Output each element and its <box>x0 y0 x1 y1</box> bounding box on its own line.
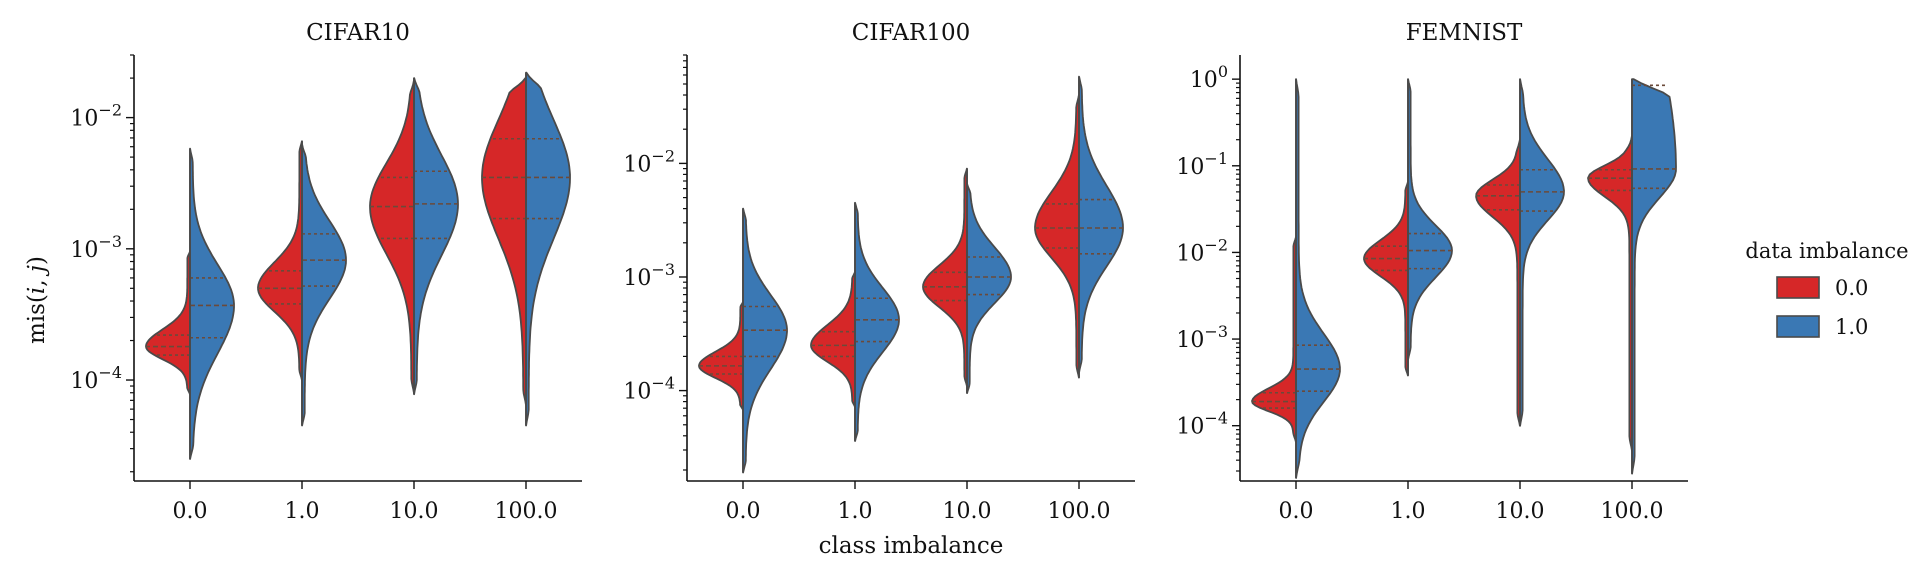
violin-half-1.0-10.0 <box>413 77 459 396</box>
y-tick-label: 10−3 <box>623 260 675 291</box>
x-tick-label: 100.0 <box>1601 499 1664 524</box>
violin-half-0.0-10.0 <box>922 167 968 387</box>
violin-half-1.0-100.0 <box>1631 78 1677 475</box>
violin-half-1.0-1.0 <box>854 201 900 442</box>
x-tick-label: 0.0 <box>726 499 761 524</box>
legend-swatch-0 <box>1776 276 1820 299</box>
x-tick-label: 1.0 <box>1391 499 1426 524</box>
y-tick-label: 10−4 <box>1176 409 1228 440</box>
panel-title: CIFAR10 <box>306 20 410 46</box>
panel-femnist: FEMNIST 10−4 10−3 10−2 10−1 100 0.0 1.0 10.0 100.… <box>1176 20 1688 524</box>
panel-title: FEMNIST <box>1406 20 1523 46</box>
violin-half-0.0-100.0 <box>481 77 527 406</box>
violin-half-1.0-0.0 <box>1295 78 1341 479</box>
x-tick-label: 1.0 <box>285 499 320 524</box>
violin-half-0.0-1.0 <box>257 140 303 381</box>
y-tick-label: 10−2 <box>623 146 675 177</box>
violin-half-0.0-0.0 <box>698 301 744 411</box>
y-tick-label: 10−3 <box>1176 322 1228 353</box>
legend-swatch-1 <box>1776 315 1820 338</box>
violin-half-1.0-100.0 <box>525 71 571 427</box>
violin-half-0.0-100.0 <box>1587 135 1633 452</box>
panel-cifar100: CIFAR100 10−4 10−3 10−2 0.0 1.0 10.0 100.0 <box>623 20 1135 524</box>
x-tick-label: 0.0 <box>173 499 208 524</box>
violin-half-0.0-1.0 <box>1363 181 1409 377</box>
y-tick-label: 100 <box>1190 62 1228 93</box>
x-tick-label: 10.0 <box>1496 499 1545 524</box>
y-tick-label: 10−3 <box>70 232 122 263</box>
violin-half-1.0-1.0 <box>1407 78 1453 361</box>
x-tick-label: 1.0 <box>838 499 873 524</box>
legend-title: data imbalance <box>1745 239 1908 263</box>
x-tick-label: 0.0 <box>1279 499 1314 524</box>
legend: data imbalance 0.0 1.0 <box>1745 239 1908 339</box>
y-tick-label: 10−2 <box>70 101 122 132</box>
x-tick-label: 10.0 <box>943 499 992 524</box>
violin-half-1.0-0.0 <box>742 207 788 474</box>
violin-half-1.0-10.0 <box>966 182 1012 395</box>
y-tick-label: 10−2 <box>1176 235 1228 266</box>
y-tick-label: 10−4 <box>70 363 122 394</box>
panel-cifar10: CIFAR10 10−4 10−3 10−2 0.0 1.0 10.0 100.0 <box>70 20 582 524</box>
violin-half-1.0-10.0 <box>1519 78 1565 427</box>
y-axis-label: mis(i, j) <box>24 256 50 344</box>
violin-half-0.0-10.0 <box>1475 138 1521 427</box>
y-tick-label: 10−1 <box>1176 149 1228 180</box>
panel-title: CIFAR100 <box>852 20 970 46</box>
legend-label-0: 0.0 <box>1835 276 1868 300</box>
violin-half-1.0-1.0 <box>301 143 347 427</box>
x-tick-label: 100.0 <box>1048 499 1111 524</box>
violin-half-0.0-1.0 <box>810 271 856 408</box>
x-tick-label: 100.0 <box>495 499 558 524</box>
violin-half-0.0-10.0 <box>369 80 415 394</box>
violin-half-0.0-100.0 <box>1034 94 1080 379</box>
violin-half-1.0-100.0 <box>1078 75 1124 374</box>
legend-label-1: 1.0 <box>1835 315 1868 339</box>
violin-half-0.0-0.0 <box>145 250 191 396</box>
y-tick-label: 10−4 <box>623 374 675 405</box>
violin-half-0.0-0.0 <box>1251 236 1297 443</box>
x-tick-label: 10.0 <box>390 499 439 524</box>
x-axis-label: class imbalance <box>819 533 1004 559</box>
violin-half-1.0-0.0 <box>189 147 235 460</box>
